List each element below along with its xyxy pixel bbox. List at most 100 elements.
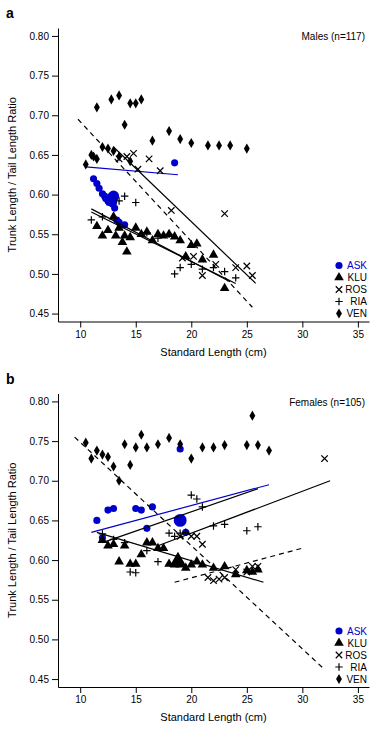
tick-mark: [302, 322, 303, 328]
point: [83, 438, 89, 448]
tick-label: 0.45: [30, 308, 50, 319]
tick: 15: [131, 322, 143, 340]
tick-mark: [52, 481, 58, 482]
point: [130, 150, 136, 156]
point: [146, 156, 152, 162]
point: [221, 521, 228, 528]
tick-label: 0.75: [30, 70, 50, 81]
legend-label: ROS: [345, 650, 367, 661]
point: [92, 221, 102, 229]
tick-label: 30: [297, 694, 309, 705]
point: [243, 527, 250, 534]
point: [133, 98, 139, 108]
point: [165, 231, 172, 238]
series: [158, 455, 330, 584]
mean-point: [169, 552, 186, 567]
point: [255, 440, 261, 450]
point: [121, 192, 128, 199]
tick-mark: [247, 322, 248, 328]
point: [103, 225, 113, 233]
tick-mark: [136, 687, 137, 693]
point: [227, 140, 233, 150]
point: [99, 530, 106, 537]
point: [210, 522, 217, 529]
tick-mark: [52, 155, 58, 156]
point: [249, 272, 255, 278]
tick: 25: [242, 322, 254, 340]
point: [220, 283, 230, 291]
point: [216, 140, 222, 150]
tick: 30: [297, 687, 309, 705]
legend-marker: [335, 298, 342, 305]
point: [176, 264, 183, 271]
tick-mark: [52, 36, 58, 37]
point: [188, 533, 194, 539]
point: [132, 569, 139, 576]
series: [78, 90, 252, 307]
x-axis: 101520253035: [59, 687, 370, 705]
point: [205, 140, 211, 150]
legend-marker: [335, 663, 342, 670]
tick-mark: [52, 441, 58, 442]
series: [86, 159, 178, 228]
point: [127, 98, 133, 108]
point: [105, 452, 111, 462]
point: [199, 272, 205, 278]
tick: 0.60: [30, 555, 58, 566]
point: [157, 168, 163, 174]
point: [199, 265, 206, 272]
point: [232, 566, 238, 572]
tick-label: 0.65: [30, 515, 50, 526]
fit-line: [91, 485, 269, 533]
series: [91, 209, 230, 291]
point: [99, 449, 105, 459]
axis-line: [58, 29, 59, 323]
legend-marker: [334, 272, 344, 280]
tick-label: 15: [131, 329, 143, 340]
point: [122, 246, 132, 254]
tick: 0.70: [30, 475, 58, 486]
tick-mark: [52, 274, 58, 275]
point: [198, 559, 208, 567]
tick-mark: [191, 687, 192, 693]
point: [170, 231, 180, 239]
tick: 20: [186, 322, 198, 340]
point: [171, 270, 178, 277]
legend-label: VEN: [346, 308, 367, 319]
fit-line: [102, 489, 258, 543]
point: [94, 102, 100, 112]
legend: ASKKLUROSRIAVEN: [334, 626, 367, 685]
tick: 0.80: [30, 396, 58, 407]
y-axis: 0.450.500.550.600.650.700.750.80: [30, 29, 59, 323]
x-axis: 101520253035: [59, 322, 370, 340]
tick-label: 0.60: [30, 555, 50, 566]
tick-label: 10: [75, 694, 87, 705]
tick-label: 0.45: [30, 674, 50, 685]
tick: 0.45: [30, 674, 58, 685]
point: [149, 136, 155, 146]
legend-marker: [336, 674, 342, 684]
tick-mark: [52, 520, 58, 521]
point: [126, 568, 133, 575]
panel-label: b: [6, 371, 15, 387]
legend-label: KLU: [348, 638, 367, 649]
tick-mark: [80, 322, 81, 328]
tick: 0.45: [30, 308, 58, 319]
point: [154, 558, 161, 565]
tick: 25: [242, 687, 254, 705]
point: [116, 476, 122, 486]
point: [188, 453, 194, 463]
series: [97, 532, 264, 582]
tick-label: 35: [353, 694, 365, 705]
point: [210, 577, 216, 583]
tick: 0.70: [30, 110, 58, 121]
tick: 15: [131, 687, 143, 705]
tick-mark: [52, 314, 58, 315]
tick-label: 0.70: [30, 110, 50, 121]
tick-label: 20: [186, 329, 198, 340]
tick-mark: [52, 560, 58, 561]
point: [188, 138, 194, 148]
fit-line: [158, 481, 330, 546]
tick-label: 0.70: [30, 475, 50, 486]
point: [121, 539, 128, 546]
